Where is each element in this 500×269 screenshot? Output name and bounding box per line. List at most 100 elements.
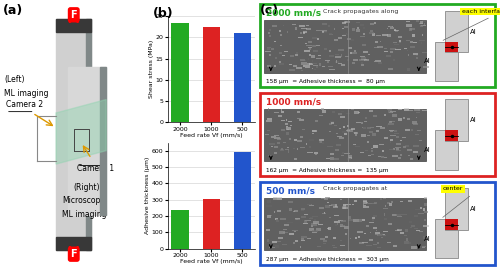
Bar bbox=[412, 53, 418, 55]
Bar bbox=[260, 182, 495, 265]
Bar bbox=[378, 62, 382, 64]
Bar bbox=[292, 230, 298, 231]
Bar bbox=[311, 55, 315, 58]
Bar bbox=[396, 148, 399, 150]
Bar bbox=[363, 200, 367, 202]
Bar bbox=[330, 153, 334, 155]
Bar bbox=[372, 203, 376, 204]
Bar bbox=[418, 130, 422, 131]
Bar bbox=[266, 229, 270, 231]
Bar bbox=[344, 226, 348, 229]
Polygon shape bbox=[86, 19, 91, 250]
Bar bbox=[394, 130, 397, 132]
Bar bbox=[288, 222, 293, 223]
Bar bbox=[314, 221, 319, 224]
Bar bbox=[346, 130, 350, 131]
Bar bbox=[420, 23, 424, 24]
Bar bbox=[334, 54, 338, 55]
Bar bbox=[325, 236, 328, 238]
Bar bbox=[310, 204, 312, 205]
Bar bbox=[362, 242, 368, 243]
Bar bbox=[364, 233, 366, 234]
Bar bbox=[296, 52, 298, 54]
Bar bbox=[360, 62, 362, 64]
Bar bbox=[345, 56, 350, 57]
Bar bbox=[378, 46, 382, 48]
Bar bbox=[336, 223, 338, 225]
Bar bbox=[356, 22, 360, 23]
Bar bbox=[324, 212, 326, 214]
Bar bbox=[422, 52, 427, 53]
Bar bbox=[296, 118, 300, 119]
Bar bbox=[299, 25, 305, 27]
Bar bbox=[354, 111, 358, 114]
Bar bbox=[307, 204, 310, 205]
Bar bbox=[317, 246, 322, 247]
Text: (Left): (Left) bbox=[4, 75, 25, 84]
Bar bbox=[293, 65, 297, 67]
Bar bbox=[422, 109, 428, 111]
Bar bbox=[408, 155, 410, 156]
Bar bbox=[326, 146, 332, 147]
Bar bbox=[380, 127, 384, 129]
Bar bbox=[354, 134, 357, 136]
Text: F: F bbox=[70, 10, 77, 20]
Bar bbox=[366, 201, 368, 203]
Bar bbox=[316, 38, 319, 40]
Bar bbox=[284, 51, 288, 52]
Bar bbox=[374, 202, 378, 204]
Bar bbox=[309, 139, 314, 141]
Bar bbox=[276, 219, 278, 221]
Bar bbox=[271, 48, 274, 50]
Bar bbox=[300, 246, 302, 248]
Bar bbox=[414, 134, 418, 135]
Bar bbox=[294, 242, 295, 244]
Bar bbox=[268, 69, 271, 70]
Bar bbox=[360, 36, 364, 37]
Bar bbox=[300, 216, 306, 218]
Bar bbox=[412, 34, 414, 37]
Bar bbox=[403, 118, 406, 119]
Bar bbox=[401, 214, 407, 215]
Bar bbox=[340, 137, 344, 139]
Bar bbox=[390, 135, 396, 136]
Bar bbox=[300, 147, 305, 148]
Bar bbox=[364, 150, 368, 151]
Bar bbox=[326, 158, 330, 159]
Bar bbox=[384, 137, 388, 140]
Text: 162 μm  = Adhesive thickness =  135 μm: 162 μm = Adhesive thickness = 135 μm bbox=[266, 168, 388, 173]
Bar bbox=[270, 70, 272, 71]
Bar bbox=[362, 205, 366, 208]
Bar bbox=[342, 207, 345, 209]
Bar bbox=[301, 70, 303, 71]
Bar bbox=[319, 63, 321, 66]
Bar bbox=[340, 240, 342, 241]
Bar bbox=[406, 21, 410, 22]
Bar bbox=[335, 61, 339, 63]
Bar bbox=[419, 40, 425, 41]
Bar bbox=[302, 28, 306, 29]
Bar bbox=[382, 234, 385, 235]
Bar bbox=[289, 64, 292, 65]
Bar bbox=[266, 205, 272, 207]
Polygon shape bbox=[100, 67, 106, 215]
Bar bbox=[410, 110, 413, 111]
Bar bbox=[272, 241, 276, 243]
Bar bbox=[348, 129, 354, 132]
Bar bbox=[390, 48, 396, 50]
Bar bbox=[296, 219, 298, 220]
Text: F: F bbox=[70, 249, 77, 259]
Bar bbox=[344, 21, 348, 23]
Bar bbox=[286, 31, 288, 33]
Bar bbox=[274, 65, 276, 67]
Bar bbox=[352, 204, 354, 205]
Bar bbox=[392, 155, 398, 157]
Bar bbox=[412, 123, 418, 125]
Y-axis label: Adhesive thickness (μm): Adhesive thickness (μm) bbox=[145, 157, 150, 234]
Bar bbox=[358, 236, 360, 238]
Bar bbox=[423, 66, 428, 68]
Bar bbox=[402, 137, 406, 138]
Bar bbox=[422, 246, 426, 247]
Bar bbox=[362, 219, 365, 221]
Bar bbox=[313, 50, 318, 52]
